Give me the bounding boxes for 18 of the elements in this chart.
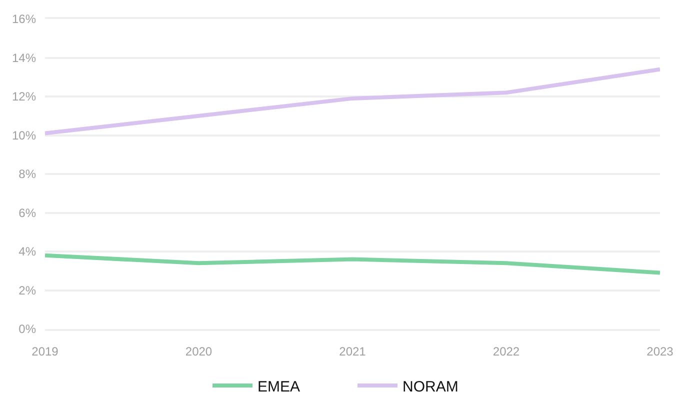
x-tick-label: 2023 (646, 344, 674, 358)
y-tick-label: 8% (18, 167, 36, 182)
line-series (45, 67, 660, 136)
line-series (45, 253, 660, 275)
y-tick-label: 0% (18, 322, 36, 336)
x-tick-label: 2019 (32, 344, 59, 358)
legend-label: EMEA (258, 378, 300, 396)
x-tick-label: 2021 (339, 344, 366, 358)
y-tick-label: 16% (12, 12, 36, 26)
y-tick-label: 2% (18, 283, 36, 298)
y-tick-label: 4% (18, 244, 36, 259)
y-tick-label: 14% (12, 50, 36, 65)
x-tick-label: 2022 (492, 344, 520, 358)
y-tick-label: 10% (12, 128, 36, 142)
y-tick-label: 6% (18, 206, 36, 220)
legend-label: NORAM (402, 378, 458, 396)
x-tick-label: 2020 (185, 344, 212, 358)
y-tick-label: 12% (12, 90, 36, 104)
